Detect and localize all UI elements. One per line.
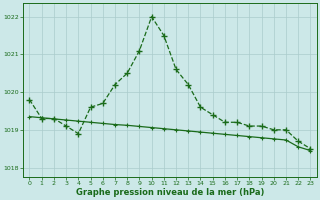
X-axis label: Graphe pression niveau de la mer (hPa): Graphe pression niveau de la mer (hPa) — [76, 188, 264, 197]
